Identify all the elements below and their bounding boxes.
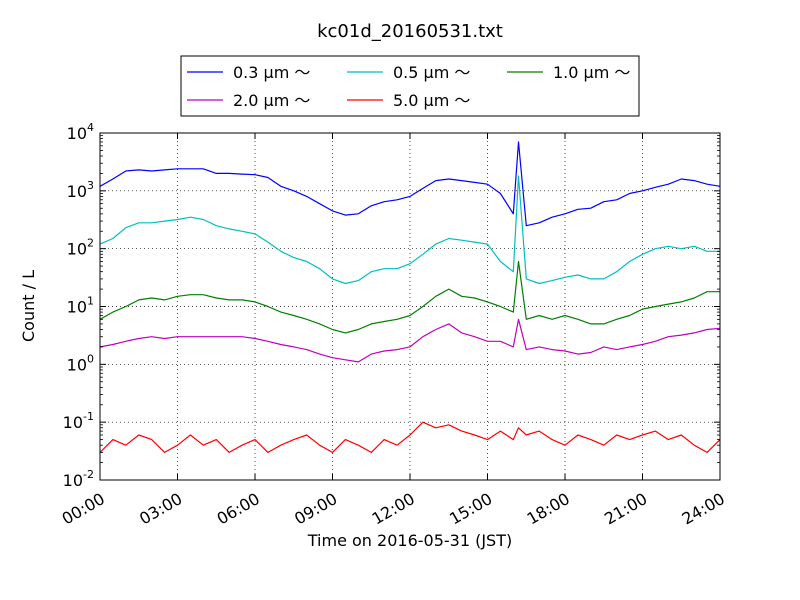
legend-label: 0.3 μm ～ [233,63,310,82]
series-line-4 [99,421,721,453]
x-tick-label: 18:00 [524,489,573,529]
y-tick-label: 102 [67,237,94,259]
y-tick-label: 100 [67,352,94,374]
y-tick-label: 10-2 [63,468,94,490]
x-tick-labels: 00:00 03:00 06:00 09:00 12:00 15:00 18:00 21:00… [59,489,728,529]
x-tick-label: 15:00 [446,489,495,529]
chart-title: kc01d_20160531.txt [317,21,503,42]
x-tick-label: 24:00 [679,489,728,529]
y-tick-labels: 10-2 10-1 100 101 102 103 104 [63,121,94,490]
y-tick-label: 10-1 [63,410,94,432]
x-tick-label: 21:00 [601,489,650,529]
x-tick-label: 09:00 [291,489,340,529]
x-axis-label: Time on 2016-05-31 (JST) [307,531,512,550]
ticks [99,132,721,481]
legend-label: 1.0 μm ～ [553,63,630,82]
legend-label: 0.5 μm ～ [393,63,470,82]
y-tick-label: 101 [67,295,94,317]
legend-label: 2.0 μm ～ [233,91,310,110]
series-line-0 [99,141,721,227]
legend-label: 5.0 μm ～ [393,91,470,110]
gridlines [100,133,720,480]
y-tick-label: 104 [67,121,94,143]
x-tick-label: 03:00 [136,489,185,529]
series-line-1 [99,175,720,285]
series-lines [99,141,721,453]
x-tick-label: 00:00 [59,489,108,529]
y-axis-label: Count / L [19,270,38,342]
x-tick-label: 06:00 [214,489,263,529]
y-tick-label: 103 [67,179,94,201]
series-line-2 [99,260,720,334]
legend: 0.3 μm ～ 0.5 μm ～ 1.0 μm ～ 2.0 μm ～ 5.0 μm ～ [180,55,640,117]
x-tick-label: 12:00 [369,489,418,529]
series-line-3 [99,318,721,363]
legend-frame [180,55,640,117]
